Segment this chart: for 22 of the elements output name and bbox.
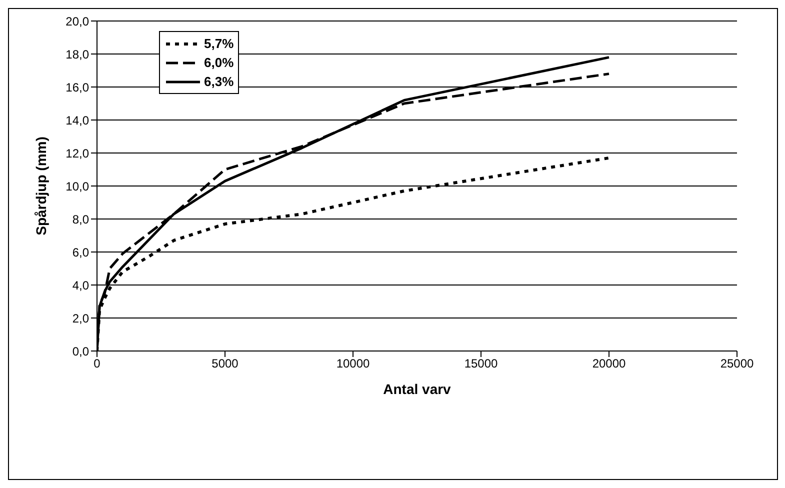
y-tick-label: 4,0 (72, 278, 90, 292)
legend-label: 5,7% (204, 36, 234, 51)
y-tick-label: 20,0 (66, 14, 90, 28)
y-tick-label: 16,0 (66, 80, 90, 94)
x-tick-label: 15000 (464, 356, 498, 371)
x-tick-label: 5000 (212, 356, 239, 371)
legend-label: 6,3% (204, 74, 234, 89)
x-tick-label: 10000 (336, 356, 370, 371)
y-tick-label: 14,0 (66, 113, 90, 128)
x-axis-title: Antal varv (383, 381, 452, 397)
legend-label: 6,0% (204, 55, 234, 70)
x-tick-label: 0 (94, 356, 101, 371)
x-tick-label: 20000 (592, 356, 626, 371)
x-tick-label: 25000 (720, 356, 754, 371)
y-tick-label: 12,0 (66, 146, 90, 160)
y-tick-label: 6,0 (72, 245, 90, 260)
y-tick-label: 8,0 (72, 212, 90, 226)
y-tick-label: 2,0 (72, 311, 90, 326)
y-axis-title: Spårdjup (mm) (32, 136, 49, 236)
y-tick-label: 18,0 (66, 47, 90, 62)
y-tick-label: 0,0 (72, 344, 90, 358)
y-tick-label: 10,0 (66, 179, 90, 194)
